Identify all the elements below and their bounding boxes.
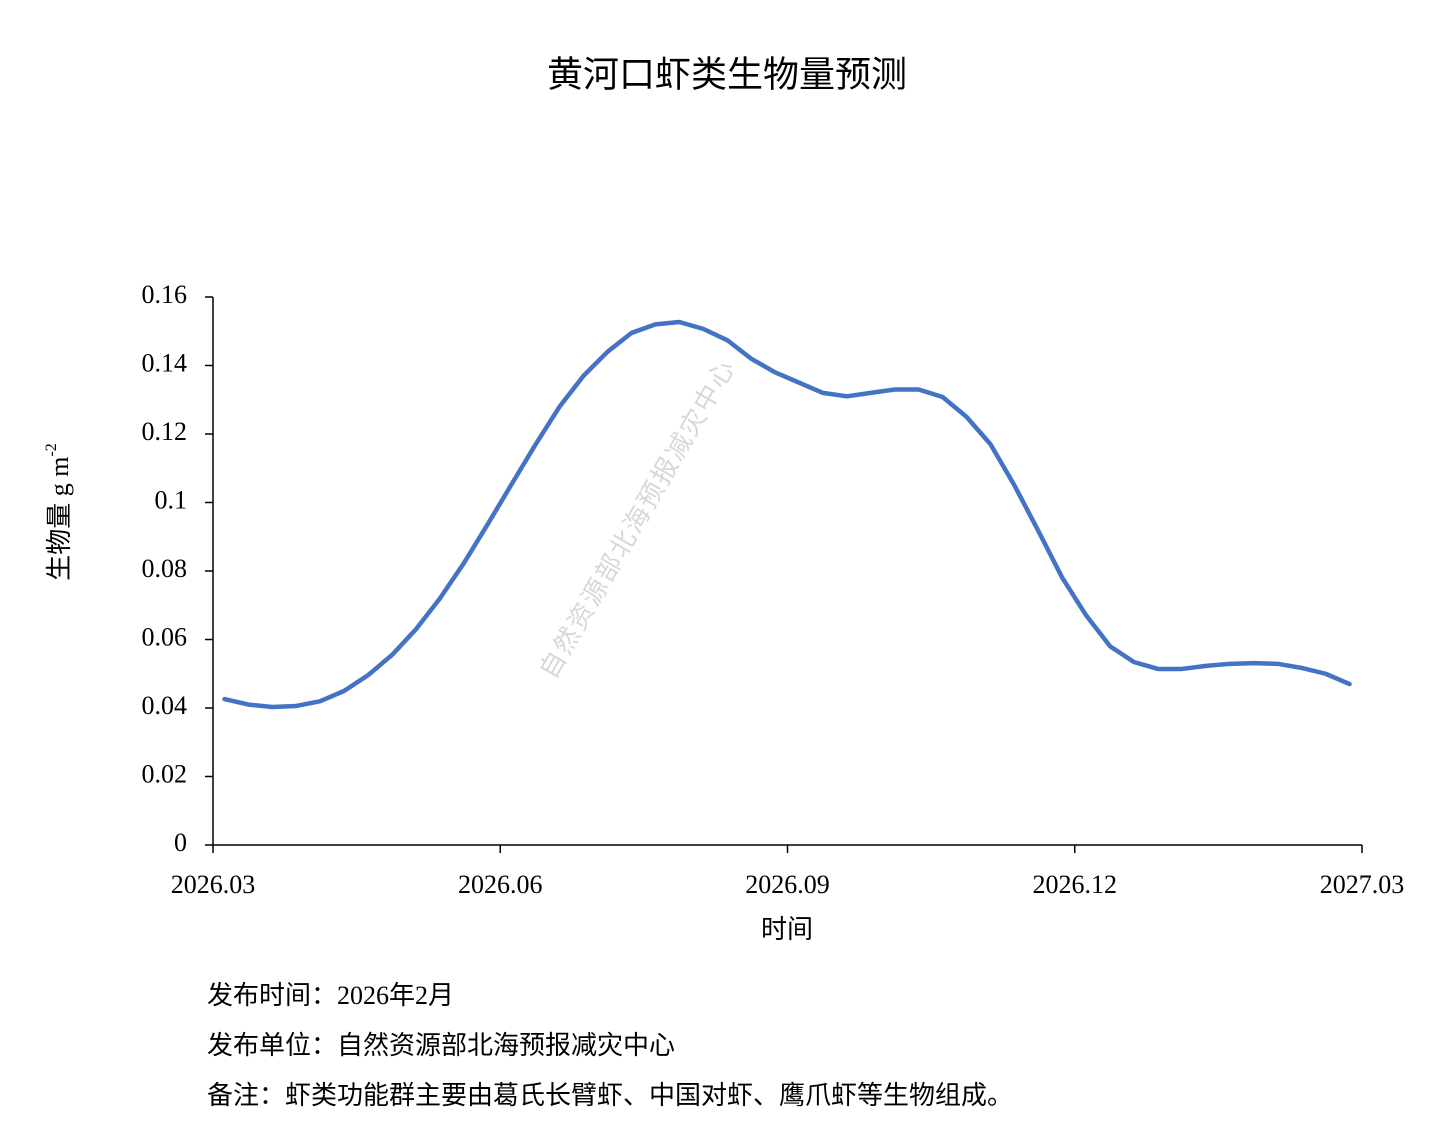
watermark: 自然资源部北海预报减灾中心 xyxy=(534,354,741,684)
chart-title: 黄河口虾类生物量预测 xyxy=(547,54,907,94)
x-tick-label: 2026.09 xyxy=(745,870,830,899)
y-axis-label: 生物量 g m-2 xyxy=(43,443,74,581)
y-tick-label: 0.16 xyxy=(142,280,188,309)
note: 发布时间：2026年2月 xyxy=(207,981,454,1010)
note: 备注：虾类功能群主要由葛氏长臂虾、中国对虾、鹰爪虾等生物组成。 xyxy=(207,1081,1013,1110)
y-tick-label: 0.06 xyxy=(142,622,188,651)
y-tick-label: 0.1 xyxy=(155,485,188,514)
y-tick-label: 0.02 xyxy=(142,759,188,788)
x-tick-label: 2027.03 xyxy=(1320,870,1405,899)
note: 发布单位：自然资源部北海预报减灾中心 xyxy=(207,1031,675,1060)
x-tick-label: 2026.12 xyxy=(1033,870,1118,899)
y-tick-label: 0.04 xyxy=(142,691,188,720)
y-label-main: 生物量 g m xyxy=(45,457,74,581)
y-tick-label: 0.12 xyxy=(142,417,188,446)
data-line xyxy=(222,319,1352,710)
y-tick-label: 0.14 xyxy=(142,348,188,377)
x-axis-label: 时间 xyxy=(761,915,813,944)
y-tick-label: 0 xyxy=(174,828,187,857)
y-label-sup: -2 xyxy=(43,443,60,456)
y-tick-label: 0.08 xyxy=(142,554,188,583)
x-tick-label: 2026.06 xyxy=(458,870,543,899)
x-tick-label: 2026.03 xyxy=(171,870,256,899)
